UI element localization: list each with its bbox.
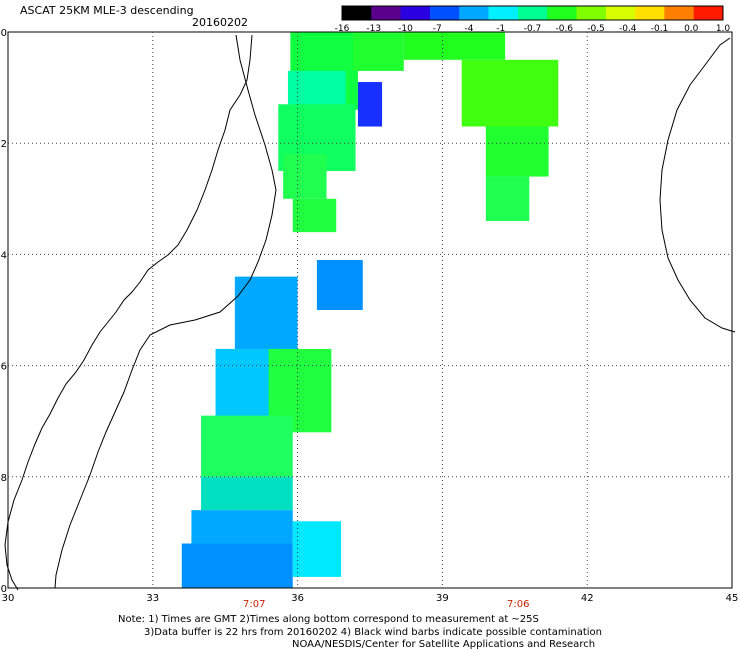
wind-swath-cell (201, 415, 293, 477)
colorbar-label: -0.5 (587, 24, 605, 34)
longitude-label: 45 (726, 593, 739, 604)
longitude-label: 42 (581, 593, 594, 604)
product-date: 20160202 (192, 16, 248, 29)
product-title: ASCAT 25KM MLE-3 descending (20, 4, 194, 17)
colorbar-swatch (605, 6, 636, 20)
longitude-label: 36 (291, 593, 304, 604)
longitude-label: 30 (2, 593, 15, 604)
colorbar-label: -7 (433, 24, 442, 34)
wind-swath-cell (292, 198, 337, 233)
wind-swath-cell (353, 32, 404, 71)
colorbar-swatch (576, 6, 607, 20)
wind-swath-cell (287, 70, 346, 105)
longitude-label: 39 (436, 593, 449, 604)
latitude-label: -26 (0, 362, 7, 373)
madagascar-coastline (659, 37, 736, 333)
wind-swath-cell (403, 32, 506, 60)
lat-lon-grid: 30 33 36 39 42 45 -20 -22 -24 -26 -28 -30 (0, 28, 738, 604)
colorbar-label: -0.1 (651, 24, 669, 34)
colorbar-swatch (693, 6, 724, 20)
africa-coastline (4, 34, 253, 591)
wind-swath-cell (181, 543, 293, 588)
map-border (7, 31, 733, 589)
colorbar-swatch (635, 6, 665, 20)
latitude-label: -30 (0, 584, 7, 595)
wind-swath-cell (316, 259, 363, 310)
wind-swath-cell (292, 521, 342, 577)
latitude-label: -20 (0, 28, 7, 39)
wind-swath-cell (461, 59, 559, 127)
wind-swath-cell (191, 510, 293, 544)
colorbar-label: -0.4 (619, 24, 637, 34)
colorbar-swatch (342, 6, 372, 20)
colorbar-swatch (517, 6, 548, 20)
mozambique-coastline (54, 34, 277, 589)
note-line-2: 3)Data buffer is 22 hrs from 20160202 4)… (144, 627, 602, 638)
colorbar-label: -10 (398, 24, 413, 34)
colorbar-label: -0.6 (555, 24, 573, 34)
colorbar-swatch (488, 6, 519, 20)
colorbar: -16 -13 -10 -7 -4 -1 -0.7 -0.6 -0.5 -0.4 -0.1 0.0 1.… (335, 5, 731, 34)
colorbar-swatch (664, 6, 695, 20)
colorbar-swatch (371, 6, 402, 20)
scatterometer-swath-layer (181, 32, 559, 588)
pass-time-label: 7:07 (243, 599, 266, 610)
colorbar-border (341, 5, 724, 21)
colorbar-label: -1 (496, 24, 505, 34)
wind-swath-cell (201, 476, 293, 511)
colorbar-label: -16 (335, 24, 350, 34)
colorbar-label: 0.0 (684, 24, 699, 34)
wind-swath-cell (485, 126, 549, 177)
latitude-label: -24 (0, 250, 7, 261)
colorbar-label: -0.7 (524, 24, 542, 34)
wind-swath-cell (283, 154, 327, 199)
wind-swath-cell (357, 82, 383, 127)
colorbar-swatch (400, 6, 431, 20)
longitude-label: 33 (146, 593, 159, 604)
colorbar-swatch (547, 6, 577, 20)
colorbar-label: -4 (465, 24, 474, 34)
pass-time-label: 7:06 (507, 599, 530, 610)
colorbar-label: -13 (366, 24, 381, 34)
wind-swath-cell (485, 176, 530, 222)
note-line-3: NOAA/NESDIS/Center for Satellite Applica… (292, 639, 596, 650)
latitude-label: -22 (0, 139, 7, 150)
colorbar-swatch (429, 6, 460, 20)
note-line-1: Note: 1) Times are GMT 2)Times along bot… (118, 614, 539, 625)
latitude-label: -28 (0, 473, 7, 484)
colorbar-label: 1.0 (716, 24, 731, 34)
colorbar-swatch (459, 6, 490, 20)
